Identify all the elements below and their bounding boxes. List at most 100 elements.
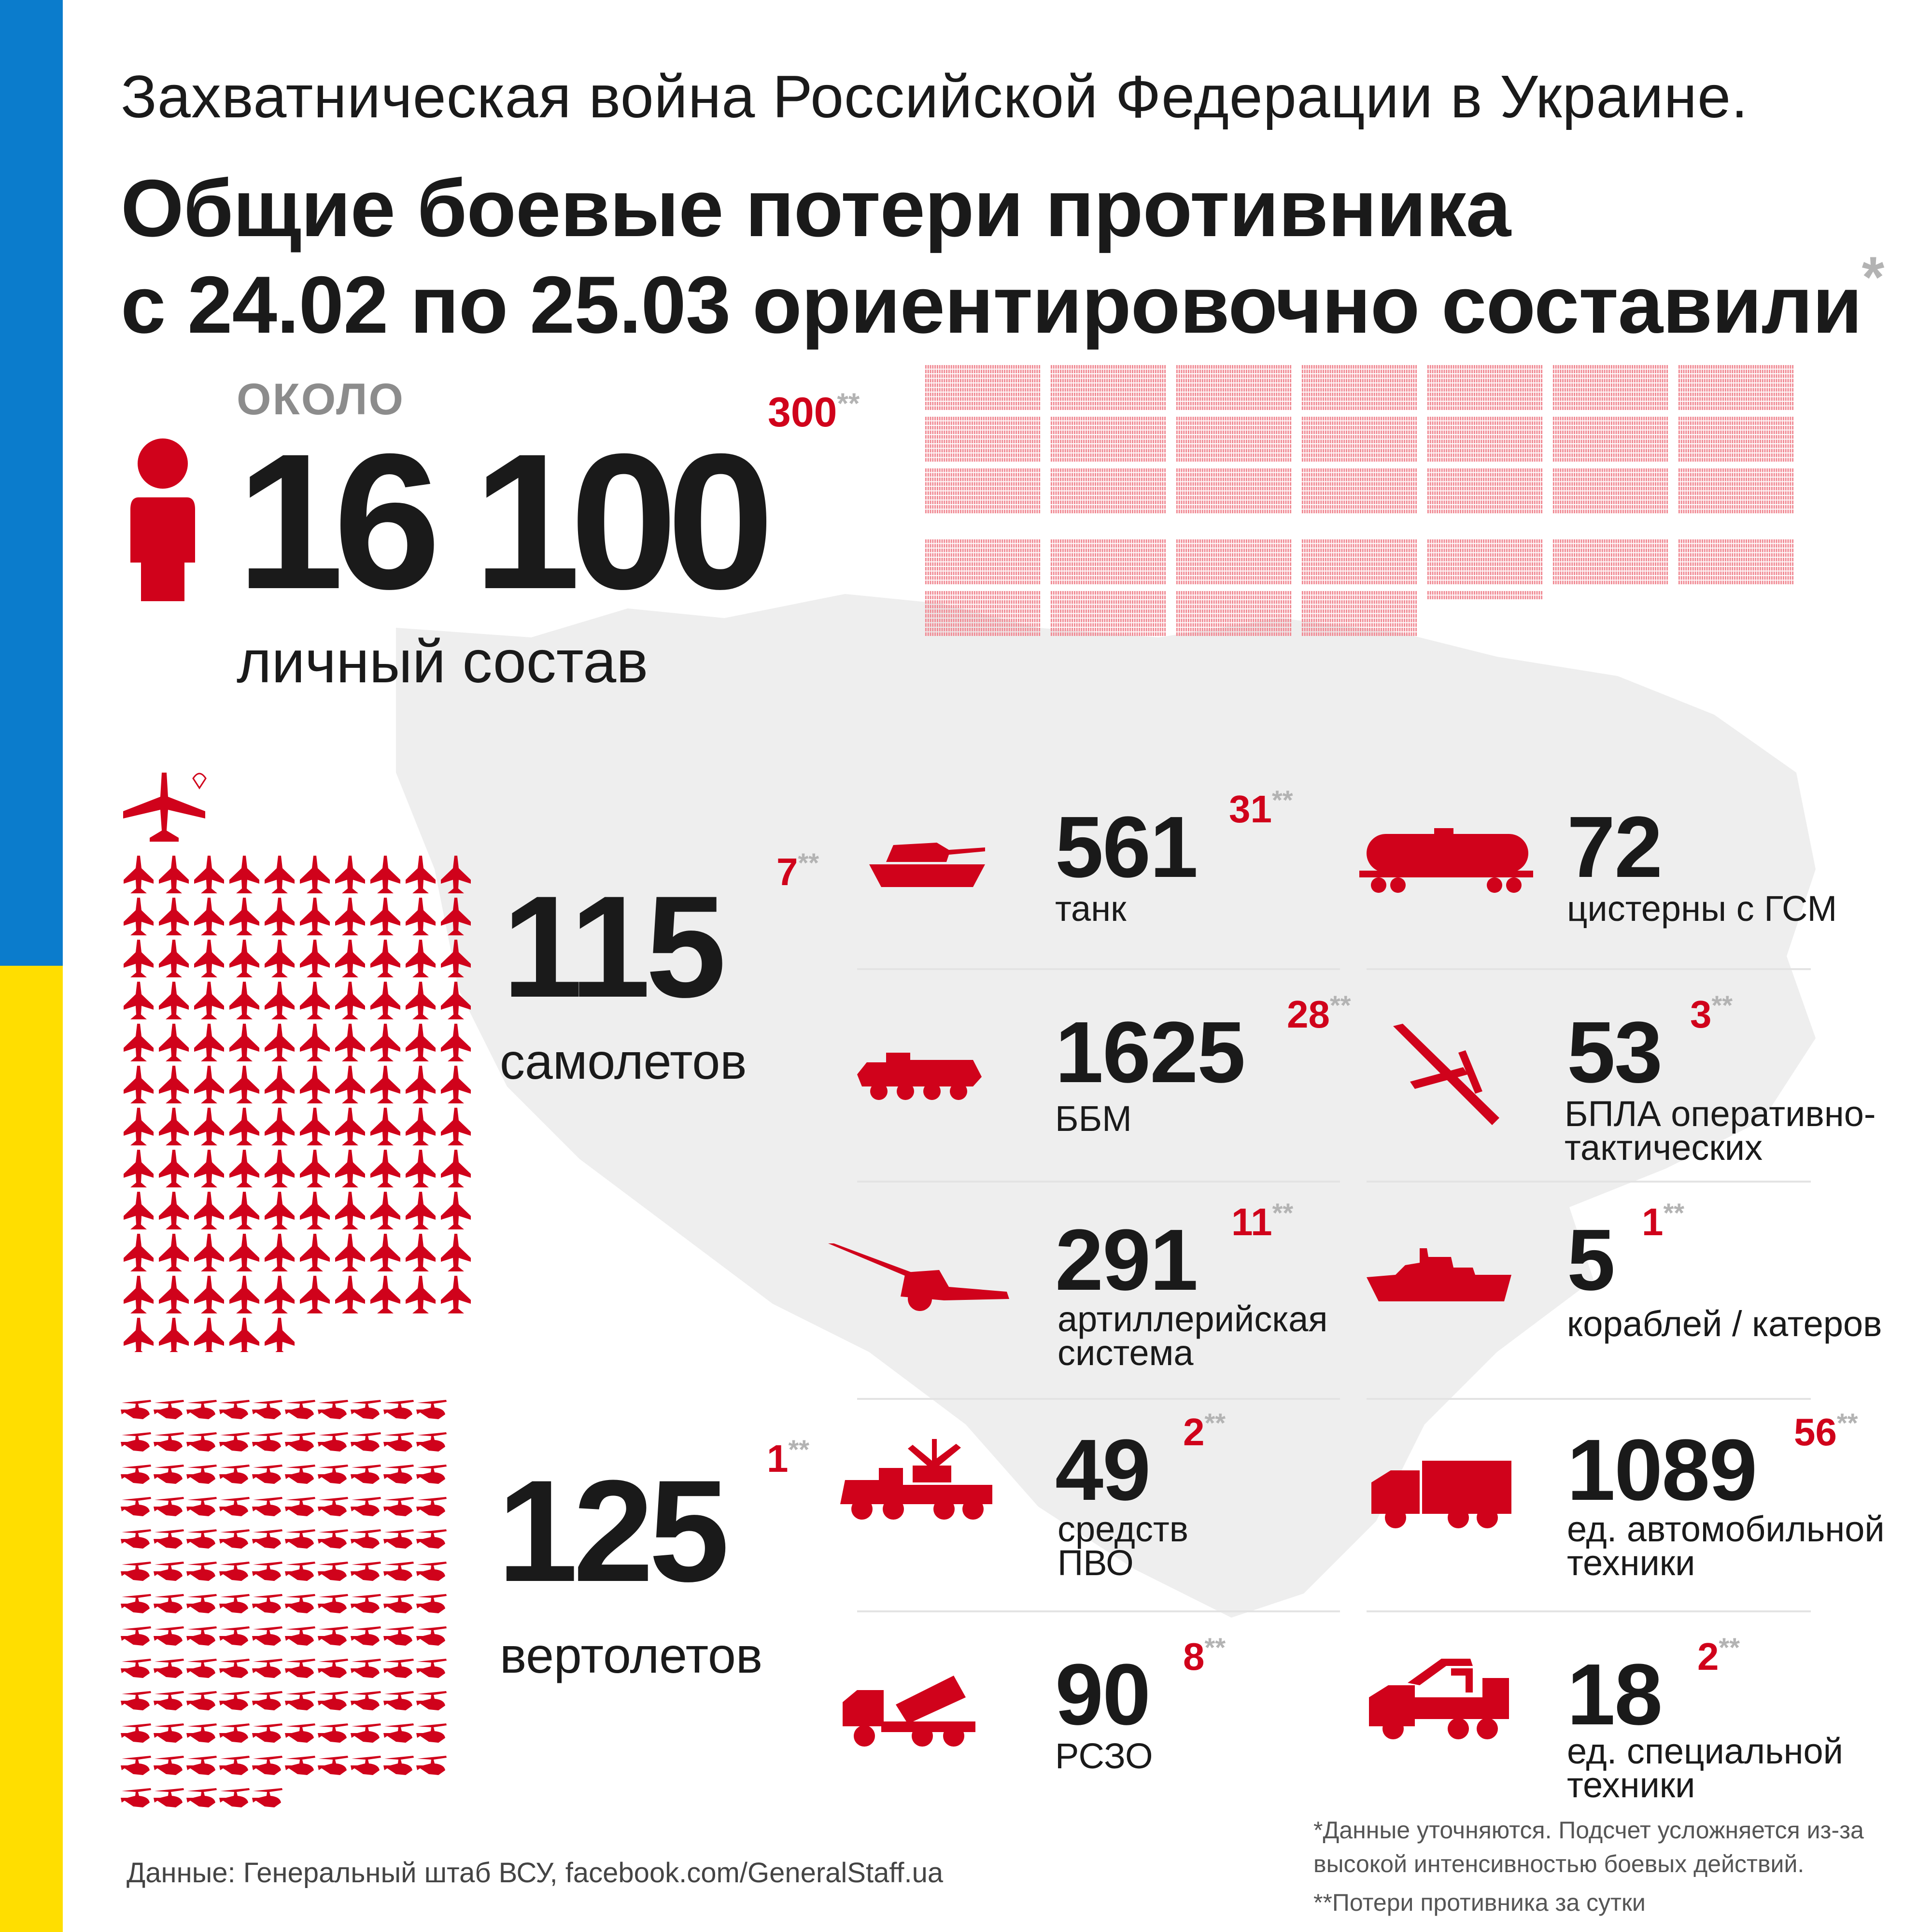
helicopter-mark bbox=[219, 1529, 250, 1549]
helicopter-mark bbox=[383, 1400, 414, 1419]
aircraft-mark bbox=[159, 898, 189, 935]
helicopter-mark bbox=[252, 1465, 282, 1484]
aircraft-mark bbox=[406, 1024, 436, 1061]
mlrs-icon bbox=[843, 1676, 975, 1747]
helicopter-mark bbox=[252, 1400, 282, 1419]
helicopter-mark bbox=[285, 1400, 315, 1419]
helicopter-mark bbox=[186, 1691, 217, 1710]
personnel-block bbox=[1427, 365, 1543, 410]
separator bbox=[1367, 1398, 1811, 1400]
personnel-mark bbox=[925, 591, 1041, 636]
personnel-mark bbox=[1301, 591, 1417, 636]
aircraft-mark bbox=[159, 940, 189, 977]
aircraft-mark bbox=[300, 1024, 330, 1061]
aircraft-mark bbox=[335, 1234, 365, 1271]
aircraft-mark bbox=[159, 1066, 189, 1103]
personnel-block bbox=[1552, 365, 1668, 410]
helicopter-mark bbox=[383, 1594, 414, 1613]
personnel-block bbox=[1176, 417, 1292, 462]
helicopter-mark bbox=[121, 1562, 151, 1581]
data-source: Данные: Генеральный штаб ВСУ, facebook.c… bbox=[127, 1857, 944, 1889]
helicopter-mark bbox=[252, 1529, 282, 1549]
aircraft-mark bbox=[406, 1192, 436, 1229]
aircraft-mark bbox=[265, 1192, 295, 1229]
helicopter-mark bbox=[154, 1465, 184, 1484]
helicopter-mark bbox=[285, 1497, 315, 1516]
helicopter-mark bbox=[252, 1659, 282, 1678]
aircraft-mark bbox=[229, 1066, 259, 1103]
personnel-value: 16 100 bbox=[237, 413, 774, 629]
aircraft-mark bbox=[229, 1234, 259, 1271]
aircraft-mark bbox=[300, 898, 330, 935]
aircraft-mark bbox=[335, 1150, 365, 1187]
aircraft-mark bbox=[124, 940, 154, 977]
helicopter-mark bbox=[351, 1562, 381, 1581]
aircraft-mark bbox=[194, 856, 224, 893]
helicopter-mark bbox=[252, 1723, 282, 1743]
helicopter-mark bbox=[154, 1400, 184, 1419]
aircraft-value: 115 bbox=[502, 865, 726, 1028]
aircraft-mark bbox=[159, 856, 189, 893]
helicopter-mark bbox=[186, 1400, 217, 1419]
personnel-mark bbox=[1427, 417, 1543, 462]
personnel-block bbox=[1050, 365, 1166, 410]
helicopter-mark bbox=[252, 1594, 282, 1613]
aircraft-mark bbox=[370, 1108, 400, 1145]
helicopter-mark bbox=[219, 1626, 250, 1646]
drone-icon bbox=[1393, 1024, 1499, 1125]
aircraft-mark bbox=[441, 856, 471, 893]
personnel-block bbox=[1301, 417, 1417, 462]
helicopter-mark bbox=[121, 1756, 151, 1775]
personnel-mark bbox=[1050, 468, 1166, 513]
helicopter-mark bbox=[219, 1497, 250, 1516]
bbm-value: 1625 bbox=[1055, 1004, 1245, 1101]
aircraft-mark bbox=[229, 1318, 259, 1352]
aircraft-mark bbox=[159, 1192, 189, 1229]
aircraft-mark bbox=[159, 1276, 189, 1313]
aircraft-mark bbox=[265, 856, 295, 893]
personnel-mark bbox=[1678, 539, 1794, 584]
helicopter-mark bbox=[416, 1723, 447, 1743]
aircraft-mark bbox=[159, 1318, 189, 1352]
personnel-block bbox=[1176, 539, 1292, 584]
personnel-mark bbox=[1050, 417, 1166, 462]
aircraft-mark bbox=[229, 1108, 259, 1145]
helicopter-mark bbox=[351, 1723, 381, 1743]
aircraft-mark bbox=[335, 1066, 365, 1103]
helicopter-mark bbox=[318, 1691, 348, 1710]
aircraft-mark bbox=[300, 1234, 330, 1271]
personnel-mark bbox=[1552, 417, 1668, 462]
vehicles-daily-value: 56 bbox=[1794, 1410, 1837, 1453]
aircraft-mark bbox=[370, 898, 400, 935]
special-value: 18 bbox=[1567, 1646, 1663, 1743]
uav-value: 53 bbox=[1567, 1004, 1663, 1101]
personnel-mark bbox=[1176, 468, 1292, 513]
helicopters-daily-value: 1 bbox=[767, 1437, 789, 1480]
helicopter-mark bbox=[252, 1626, 282, 1646]
ships-daily-value: 1 bbox=[1642, 1200, 1664, 1243]
personnel-block bbox=[1176, 591, 1292, 636]
separator bbox=[857, 1610, 1340, 1612]
helicopter-mark bbox=[285, 1626, 315, 1646]
helicopter-mark bbox=[186, 1465, 217, 1484]
mlrs-label: РСЗО bbox=[1055, 1736, 1153, 1776]
vehicles-daily: 56** bbox=[1794, 1408, 1858, 1454]
separator bbox=[1367, 968, 1811, 970]
helicopters-label: вертолетов bbox=[500, 1628, 763, 1684]
helicopter-mark bbox=[351, 1529, 381, 1549]
personnel-block bbox=[925, 365, 1041, 410]
aircraft-mark bbox=[335, 1108, 365, 1145]
aircraft-mark bbox=[300, 982, 330, 1019]
aircraft-icon-grid bbox=[124, 856, 471, 1352]
helicopter-mark bbox=[219, 1788, 250, 1807]
page-title-line1: Общие боевые потери противника bbox=[121, 163, 1511, 254]
helicopter-mark bbox=[318, 1465, 348, 1484]
personnel-block bbox=[1050, 417, 1166, 462]
helicopter-mark bbox=[318, 1497, 348, 1516]
helicopter-mark bbox=[383, 1497, 414, 1516]
aircraft-mark bbox=[335, 856, 365, 893]
mlrs-daily-mark: ** bbox=[1204, 1632, 1226, 1663]
personnel-mark bbox=[925, 539, 1041, 584]
aircraft-mark bbox=[335, 1024, 365, 1061]
helicopter-mark bbox=[416, 1465, 447, 1484]
